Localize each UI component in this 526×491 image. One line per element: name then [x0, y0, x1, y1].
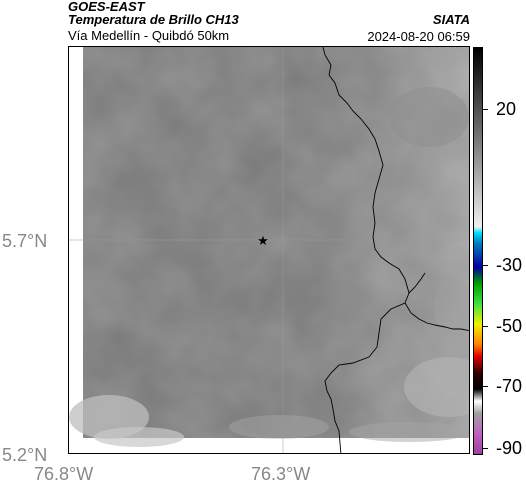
colorbar-tick — [483, 386, 488, 387]
colorbar-tick — [483, 265, 488, 266]
colorbar-label: -50 — [496, 316, 523, 336]
border-line — [404, 302, 469, 332]
map-canvas: ★ — [69, 47, 469, 453]
colorbar-tick — [483, 109, 488, 110]
satellite-title: GOES-EAST — [68, 0, 145, 14]
border-line-east — [408, 272, 426, 294]
lat-tick-label: 5.2°N — [2, 445, 48, 465]
colorbar-label: -70 — [496, 376, 523, 396]
lat-tick-label: 5.7°N — [2, 231, 48, 251]
product-title: Temperatura de Brillo CH13 — [68, 12, 239, 27]
colorbar-tick — [483, 448, 488, 449]
satellite-map[interactable]: ★ — [68, 46, 470, 454]
lon-tick-label: 76.3°W — [251, 464, 311, 484]
colorbar-tick — [483, 326, 488, 327]
colorbar-gradient — [474, 48, 482, 454]
star-icon: ★ — [257, 233, 269, 248]
region-subtitle: Vía Medellín - Quibdó 50km — [68, 28, 230, 43]
lon-tick-label: 76.8°W — [34, 464, 94, 484]
colorbar — [473, 47, 483, 455]
organization-label: SIATA — [432, 12, 470, 27]
timestamp-label: 2024-08-20 06:59 — [367, 29, 470, 44]
colorbar-label: 20 — [496, 99, 517, 119]
coastline — [322, 47, 410, 453]
colorbar-label: -90 — [496, 438, 523, 458]
colorbar-label: -30 — [496, 255, 523, 275]
